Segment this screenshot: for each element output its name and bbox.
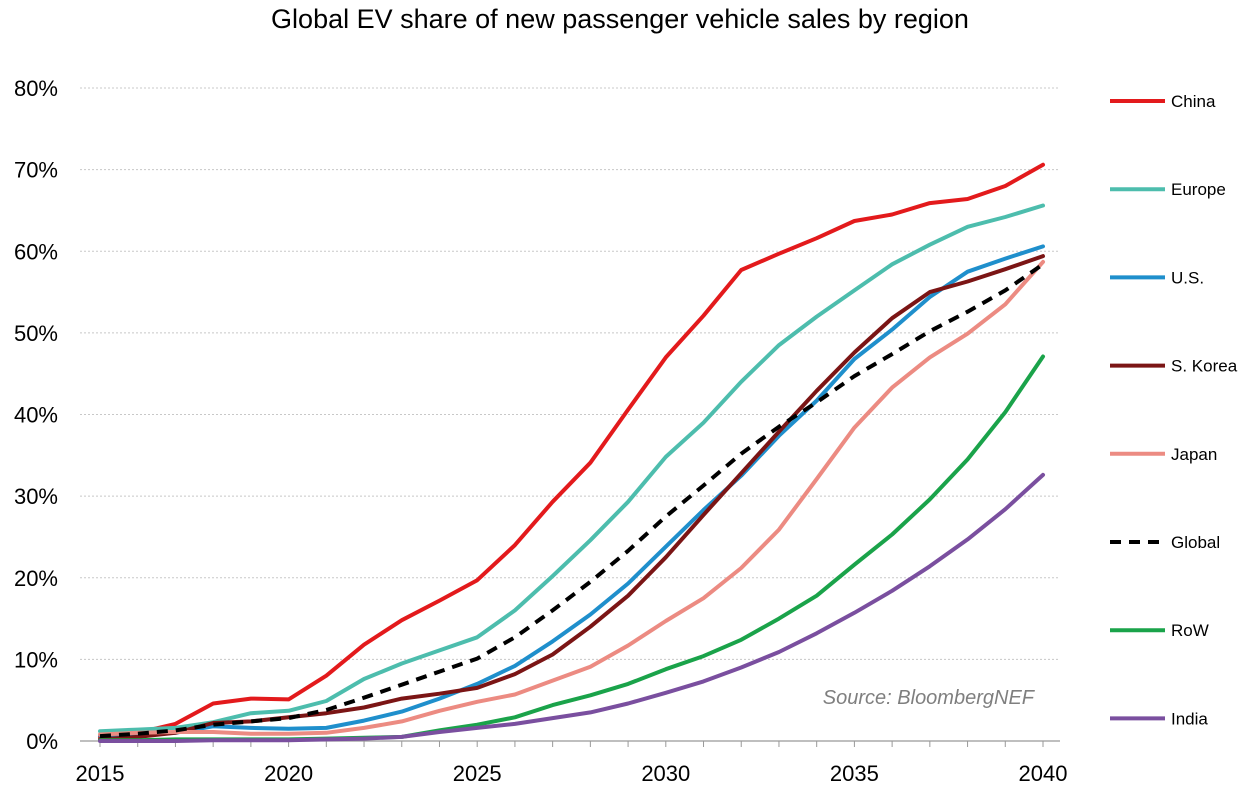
x-tick-label: 2020 (264, 761, 313, 786)
x-tick-label: 2035 (830, 761, 879, 786)
legend-label-japan: Japan (1171, 445, 1217, 464)
series-line-s-korea (98, 254, 1045, 742)
legend-label-u-s: U.S. (1171, 268, 1204, 287)
source-annotation: Source: BloombergNEF (823, 687, 1036, 709)
y-tick-label: 50% (14, 321, 58, 346)
x-tick-label: 2040 (1019, 761, 1068, 786)
y-tick-label: 30% (14, 484, 58, 509)
y-tick-label: 40% (14, 403, 58, 428)
legend-label-india: India (1171, 709, 1208, 728)
y-tick-label: 0% (26, 729, 58, 754)
x-tick-label: 2025 (453, 761, 502, 786)
y-tick-label: 60% (14, 239, 58, 264)
series-line-u-s (98, 244, 1045, 738)
x-tick-label: 2030 (641, 761, 690, 786)
y-tick-label: 10% (14, 647, 58, 672)
series-line-global (99, 262, 1045, 739)
legend-label-s-korea: S. Korea (1171, 357, 1238, 376)
legend: China Europe U.S. S. Korea Japan Global RoW Ind… (1110, 92, 1238, 728)
y-tick-label: 70% (14, 158, 58, 183)
series-line-japan (98, 259, 1045, 737)
series-lines (98, 162, 1045, 743)
legend-label-china: China (1171, 92, 1216, 111)
legend-label-global: Global (1171, 533, 1220, 552)
legend-label-europe: Europe (1171, 180, 1226, 199)
series-line-india (98, 472, 1045, 743)
chart-title: Global EV share of new passenger vehicle… (271, 4, 969, 34)
series-line-china (98, 162, 1045, 739)
y-tick-label: 80% (14, 76, 58, 101)
x-tick-label: 2015 (76, 761, 125, 786)
y-tick-label: 20% (14, 566, 58, 591)
gridlines (80, 87, 1060, 660)
legend-label-row: RoW (1171, 621, 1209, 640)
series-line-europe (98, 203, 1045, 734)
axes: 0% 10% 20% 30% 40% 50% 60% 70% 80% 2015 2020 2025 20… (14, 76, 1068, 786)
